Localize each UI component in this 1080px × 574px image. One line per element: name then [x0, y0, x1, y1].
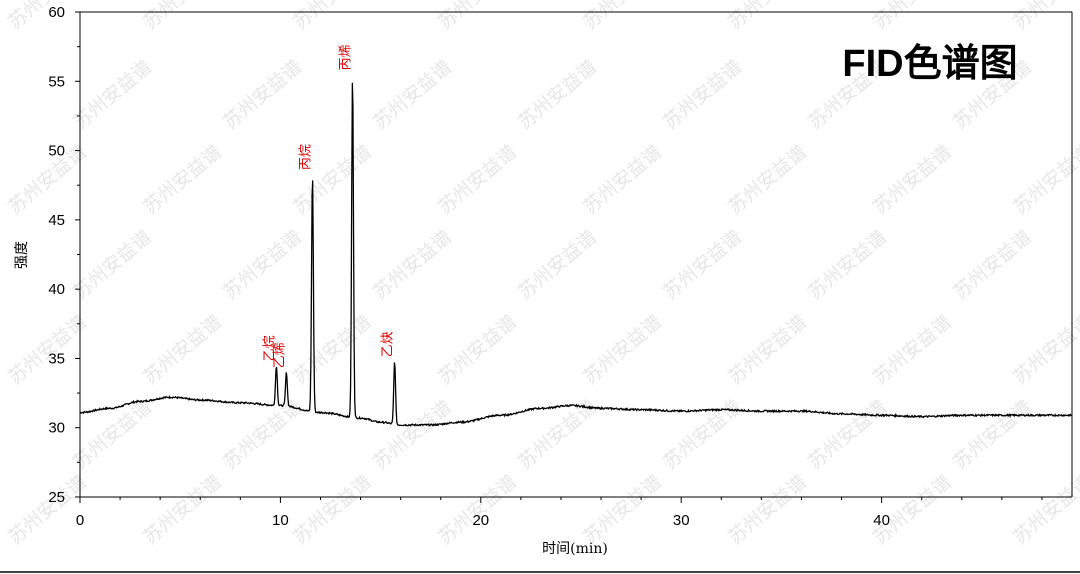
watermark-text: 苏州安益谱: [139, 141, 226, 219]
watermark-text: 苏州安益谱: [369, 226, 456, 304]
watermark-text: 苏州安益谱: [804, 226, 891, 304]
watermark-text: 苏州安益谱: [139, 311, 226, 389]
watermark-text: 苏州安益谱: [869, 311, 956, 389]
watermark-text: 苏州安益谱: [289, 311, 376, 389]
watermark-text: 苏州安益谱: [579, 0, 666, 34]
watermark-text: 苏州安益谱: [369, 396, 456, 474]
peak-label: 乙炔: [381, 331, 396, 357]
x-tick-label: 10: [272, 512, 289, 529]
y-tick-label: 45: [48, 212, 65, 229]
watermark-text: 苏州安益谱: [804, 396, 891, 474]
watermark-text: 苏州安益谱: [434, 311, 521, 389]
signal-trace-line: [79, 82, 1073, 427]
watermark-text: 苏州安益谱: [869, 471, 956, 549]
watermark-text: 苏州安益谱: [724, 0, 811, 34]
watermark-text: 苏州安益谱: [219, 56, 306, 134]
chart-title: FID色谱图: [842, 43, 1017, 85]
watermark-text: 苏州安益谱: [4, 471, 91, 549]
watermark-text: 苏州安益谱: [434, 0, 521, 34]
watermark-text: 苏州安益谱: [69, 226, 156, 304]
watermark-text: 苏州安益谱: [579, 141, 666, 219]
x-tick-label: 40: [873, 512, 890, 529]
y-axis-title: 强度: [14, 241, 30, 269]
watermark-text: 苏州安益谱: [869, 0, 956, 34]
watermark-text: 苏州安益谱: [514, 226, 601, 304]
watermark-text: 苏州安益谱: [369, 56, 456, 134]
y-tick-label: 35: [48, 350, 65, 367]
watermark-text: 苏州安益谱: [949, 396, 1036, 474]
y-tick-label: 50: [48, 143, 65, 160]
watermark-text: 苏州安益谱: [659, 226, 746, 304]
watermark-text: 苏州安益谱: [579, 311, 666, 389]
y-tick-label: 30: [48, 420, 65, 437]
watermark-text: 苏州安益谱: [724, 311, 811, 389]
watermark-text: 苏州安益谱: [579, 471, 666, 549]
watermark-text: 苏州安益谱: [514, 56, 601, 134]
y-tick-label: 55: [48, 73, 65, 90]
watermark-text: 苏州安益谱: [724, 141, 811, 219]
peak-label: 乙烯: [272, 342, 287, 368]
x-tick-label: 20: [472, 512, 489, 529]
watermark-text: 苏州安益谱: [1009, 141, 1080, 219]
watermark-text: 苏州安益谱: [1009, 0, 1080, 34]
axis-ticks: 25 30 35 40 45 50 55 60 0 10 20 30 40: [48, 4, 1043, 529]
y-tick-label: 40: [48, 281, 65, 298]
watermark-text: 苏州安益谱: [219, 226, 306, 304]
watermark-text: 苏州安益谱: [139, 471, 226, 549]
watermark-text: 苏州安益谱: [1009, 311, 1080, 389]
watermark-text: 苏州安益谱: [434, 141, 521, 219]
watermark-text: 苏州安益谱: [289, 0, 376, 34]
y-tick-label: 25: [48, 489, 65, 506]
peak-label: 丙烯: [339, 44, 354, 70]
y-tick-label: 60: [48, 4, 65, 21]
chromatogram-trace: [79, 82, 1073, 427]
x-axis-title: 时间(min): [542, 541, 608, 557]
watermark-text: 苏州安益谱: [434, 471, 521, 549]
x-tick-label: 30: [673, 512, 690, 529]
watermark-text: 苏州安益谱: [949, 226, 1036, 304]
watermark-text: 苏州安益谱: [69, 56, 156, 134]
watermark-text: 苏州安益谱: [724, 471, 811, 549]
peak-label: 乙烷: [262, 335, 277, 361]
watermark-text: 苏州安益谱: [659, 56, 746, 134]
watermark-text: 苏州安益谱: [869, 141, 956, 219]
watermark-text: 苏州安益谱: [1009, 471, 1080, 549]
watermark-text: 苏州安益谱: [659, 396, 746, 474]
watermark-text: 苏州安益谱: [139, 0, 226, 34]
peak-label: 丙烷: [298, 144, 313, 170]
x-tick-label: 0: [76, 512, 84, 529]
watermark-text: 苏州安益谱: [289, 471, 376, 549]
